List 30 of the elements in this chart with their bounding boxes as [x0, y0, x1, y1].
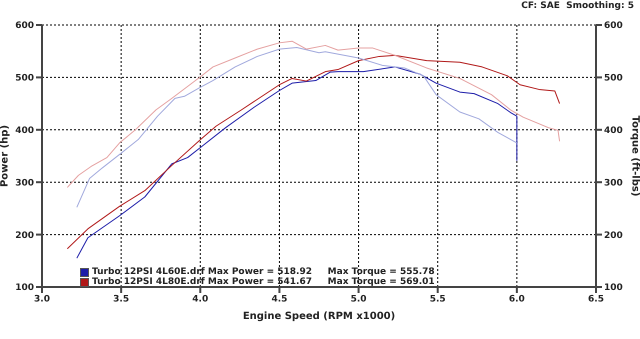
y2-tick-label: 200 — [604, 230, 623, 241]
y-tick-label: 600 — [15, 21, 34, 32]
x-axis-title: Engine Speed (RPM x1000) — [242, 311, 396, 322]
x-tick-label: 4.0 — [192, 294, 208, 304]
y-tick-label: 500 — [15, 74, 34, 84]
y-tick-label: 400 — [15, 126, 34, 136]
x-tick-label: 5.5 — [430, 294, 446, 304]
y-axis-title: Power (hp) — [0, 124, 11, 188]
line-series — [76, 66, 518, 259]
y2-tick-label: 600 — [604, 21, 623, 32]
x-tick-label: 5.0 — [350, 294, 367, 304]
line-series — [66, 54, 560, 250]
x-tick-label: 3.5 — [113, 294, 130, 304]
line-series — [76, 47, 518, 208]
y2-tick-label: 100 — [604, 283, 623, 294]
text: CF: SAE Smoothing: 5 — [521, 1, 634, 11]
y2-tick-label: 500 — [604, 74, 623, 84]
y-tick-label: 100 — [15, 283, 34, 294]
line-series — [66, 40, 560, 188]
y-tick-label: 300 — [15, 178, 34, 188]
legend-label: Turbo 12PSI 4L60E.drf Max Power = 518.92 Max Torque = 555.78 — [92, 267, 435, 277]
x-tick-label: 6.0 — [508, 294, 525, 304]
x-tick-label: 4.5 — [271, 294, 288, 304]
y2-axis-title: Torque (ft-lbs) — [629, 116, 640, 196]
y-tick-label: 200 — [15, 230, 34, 241]
y2-tick-label: 400 — [604, 126, 623, 136]
y2-tick-label: 300 — [604, 178, 623, 188]
legend-label: Turbo 12PSI 4L80E.drf Max Power = 541.67 Max Torque = 569.01 — [92, 277, 435, 287]
x-tick-label: 6.5 — [588, 294, 604, 304]
x-tick-label: 3.0 — [34, 294, 50, 304]
